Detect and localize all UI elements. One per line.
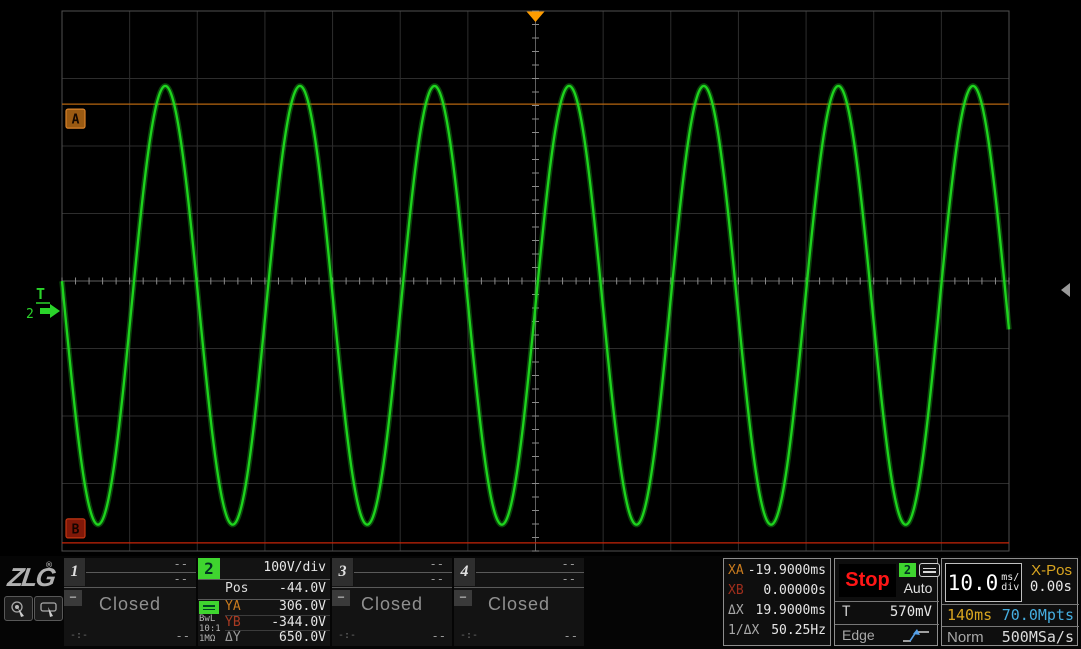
sample-rate: 500MSa/s — [1001, 628, 1074, 646]
channel-2-bwl: BwL — [199, 614, 216, 624]
touch-icon — [10, 601, 24, 617]
channel-3-state: Closed — [360, 594, 424, 614]
cursor-freq-label: 1/ΔX — [728, 623, 760, 638]
dc-coupling-icon — [199, 601, 219, 614]
channel-1-minus-box[interactable]: − — [64, 590, 82, 606]
channel-1-footer-left: -:- — [70, 630, 89, 641]
scope-display-svg[interactable]: A B T2 — [0, 0, 1081, 556]
channel-3-minus-box[interactable]: − — [332, 590, 350, 606]
channel-2-number[interactable]: 2 — [198, 558, 220, 579]
trigger-type-label: Edge — [842, 627, 875, 643]
channel-3-footer-left: -:- — [338, 630, 357, 641]
pointer-mode-button[interactable] — [34, 596, 63, 621]
channel-2-scale: 100V/div — [263, 560, 326, 575]
time-window-value: 140ms — [947, 606, 993, 624]
channel-1-footer-right: -- — [175, 629, 190, 643]
cursor-dy-label: ΔY — [225, 630, 241, 646]
channel-2-panel[interactable]: 2 100V/div Pos -44.0V BwL 10:1 1MΩ YA 30… — [198, 558, 330, 646]
trigger-level-marker[interactable]: T2 — [26, 285, 60, 322]
cursor-freq-value: 50.25Hz — [771, 623, 826, 638]
timebase-panel[interactable]: 10.0 ms/ div X-Pos 0.00s 140ms 70.0Mpts … — [941, 558, 1079, 646]
channel-4-number: 4 — [454, 558, 476, 586]
cursor-dx-label: ΔX — [728, 603, 744, 618]
timebase-scale-box[interactable]: 10.0 ms/ div — [945, 563, 1022, 602]
channel-4-minus-box[interactable]: − — [454, 590, 472, 606]
xpos-label: X-Pos — [1031, 562, 1072, 579]
cursor-measurement-panel[interactable]: XA -19.9000ms XB 0.00000s ΔX 19.9000ms 1… — [723, 558, 831, 646]
run-state-indicator[interactable]: Stop — [839, 564, 896, 597]
cursor-dx-value: 19.9000ms — [755, 603, 826, 618]
channel-3-footer-right: -- — [431, 629, 446, 643]
channel-3-value-top: -- — [332, 558, 452, 573]
channel-4-footer-left: -:- — [460, 630, 479, 641]
channel-1-value-top2: -- — [64, 573, 196, 588]
channel-4-state: Closed — [487, 594, 551, 614]
cursor-xb-value: 0.00000s — [763, 583, 826, 598]
channel-2-probe: 10:1 — [199, 624, 221, 634]
channel-1-state: Closed — [98, 594, 162, 614]
channel-2-trace — [59, 83, 1012, 528]
cursor-dy-value: 650.0V — [279, 630, 326, 646]
channel-3-number: 3 — [332, 558, 354, 586]
pointer-icon — [39, 602, 57, 617]
cursor-b-label[interactable]: B — [65, 518, 86, 539]
cursor-ya-label: YA — [225, 599, 241, 614]
channel-2-pos-label: Pos — [225, 581, 249, 596]
timebase-unit-top: ms/ — [1001, 571, 1020, 583]
trigger-coupling-icon — [919, 563, 940, 577]
cursor-xb-label: XB — [728, 583, 744, 598]
channel-1-value-top: -- — [64, 558, 196, 573]
cursor-a-label[interactable]: A — [65, 108, 86, 129]
channel-4-footer-right: -- — [563, 629, 578, 643]
brand-area: ZLG ® — [2, 558, 63, 648]
trigger-level-label: T — [842, 604, 851, 620]
channel-2-impedance: 1MΩ — [199, 634, 216, 644]
right-scroll-arrow[interactable] — [1061, 283, 1070, 297]
cursor-xa-value: -19.9000ms — [747, 563, 826, 578]
trigger-level-value: 570mV — [889, 604, 932, 620]
svg-text:2: 2 — [26, 307, 34, 322]
channel-2-pos-value: -44.0V — [279, 581, 326, 596]
channel-3-panel[interactable]: 3 -- -- − Closed -:- -- — [332, 558, 452, 646]
timebase-unit-bottom: div — [1001, 581, 1020, 593]
channel-4-value-top2: -- — [454, 573, 584, 588]
trigger-sweep-mode: Auto — [903, 580, 933, 596]
acquire-mode: Norm — [947, 629, 984, 646]
xpos-value: 0.00s — [1029, 579, 1072, 595]
svg-text:B: B — [72, 522, 80, 537]
svg-text:A: A — [72, 113, 80, 128]
run-state-label: Stop — [845, 569, 890, 591]
channel-4-value-top: -- — [454, 558, 584, 573]
registered-mark: ® — [46, 560, 53, 571]
memory-depth-value: 70.0Mpts — [1001, 606, 1074, 624]
channel-1-number: 1 — [64, 558, 86, 586]
cursor-ya-value: 306.0V — [279, 599, 326, 614]
cursor-yb-value: -344.0V — [271, 614, 326, 630]
cursor-xa-label: XA — [728, 563, 744, 578]
channel-4-panel[interactable]: 4 -- -- − Closed -:- -- — [454, 558, 584, 646]
svg-text:T: T — [36, 285, 45, 303]
channel-1-panel[interactable]: 1 -- -- − Closed -:- -- — [64, 558, 196, 646]
status-bar: ZLG ® 1 -- -- − Closed -:- -- — [0, 556, 1081, 649]
channel-3-value-top2: -- — [332, 573, 452, 588]
rising-edge-icon — [903, 629, 929, 642]
trigger-position-marker[interactable] — [526, 11, 545, 23]
timebase-scale-value: 10.0 — [947, 570, 999, 595]
trigger-source-channel[interactable]: 2 — [899, 563, 916, 577]
touch-mode-button[interactable] — [4, 596, 33, 621]
cursor-yb-label: YB — [225, 614, 241, 630]
trigger-panel[interactable]: Stop 2 Auto T 570mV Edge — [834, 558, 940, 646]
